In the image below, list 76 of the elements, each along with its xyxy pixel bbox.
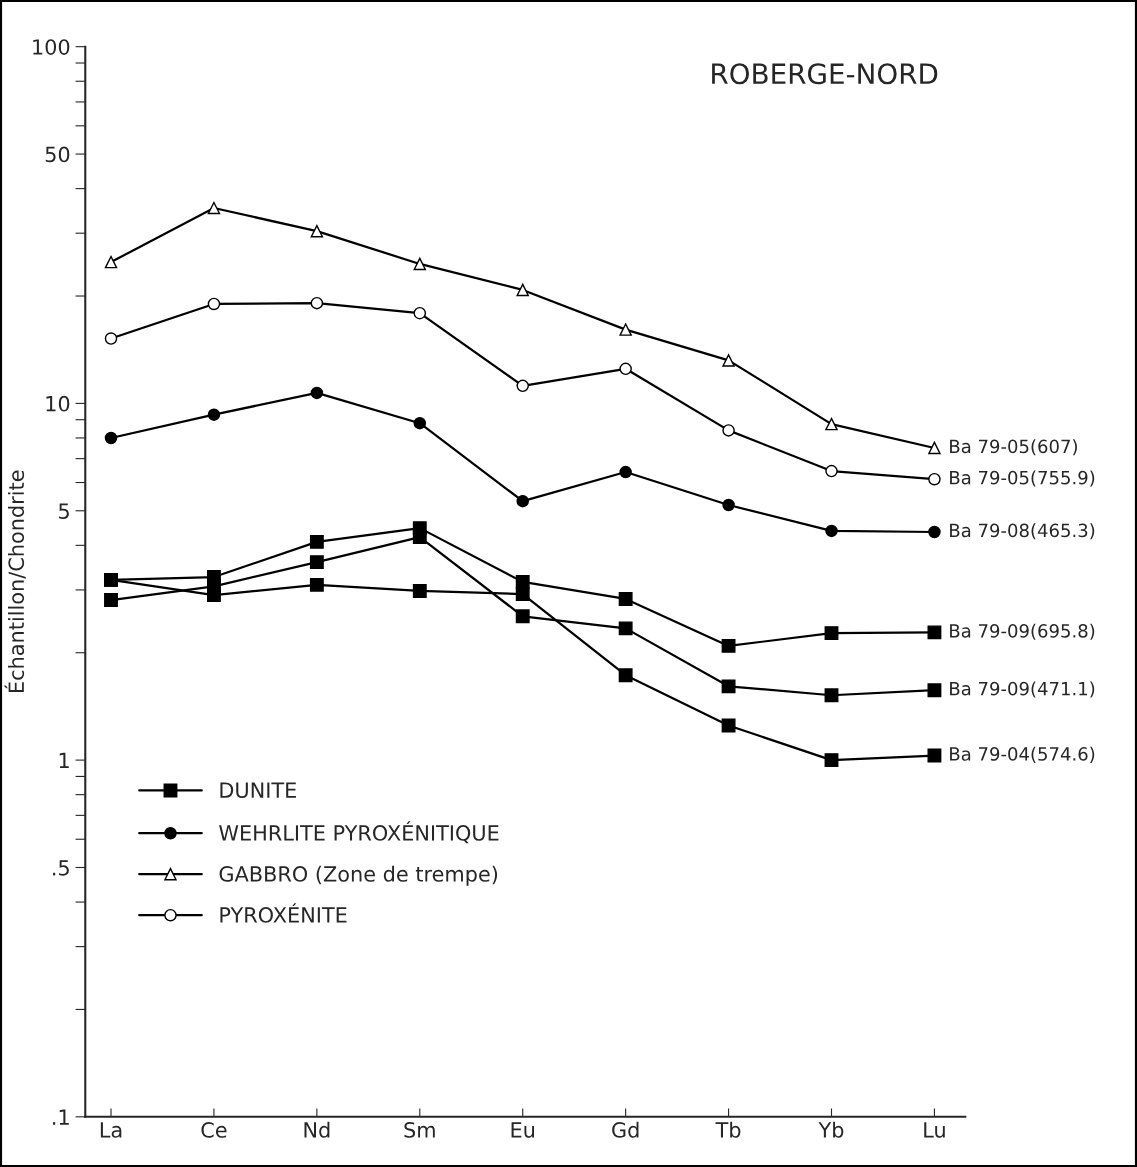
legend-label: DUNITE (220, 782, 296, 799)
point (207, 201, 221, 215)
point (721, 718, 736, 733)
point (310, 386, 324, 400)
y-tick-label: 1 (59, 752, 69, 769)
point (309, 577, 324, 592)
y-tick-label: 5 (59, 503, 69, 519)
y-tick-label: 50 (45, 146, 70, 163)
point (104, 255, 118, 269)
point (516, 494, 529, 508)
point (928, 472, 941, 486)
y-tick-label: .1 (53, 1109, 69, 1125)
x-tick-label: Yb (818, 1121, 844, 1138)
y-tick-label: 100 (33, 39, 70, 55)
point (721, 679, 736, 694)
x-tick-label: Eu (511, 1122, 535, 1138)
point (207, 408, 221, 421)
point (825, 464, 838, 478)
point (618, 668, 633, 683)
point (104, 431, 118, 445)
point (825, 417, 838, 431)
point (722, 498, 735, 512)
point (927, 683, 942, 698)
point (619, 362, 632, 376)
point (824, 626, 839, 641)
point (413, 306, 427, 320)
point (927, 748, 942, 763)
point (104, 593, 118, 607)
annotation: Ba 79-09(695.8) (950, 623, 1095, 640)
x-tick-label: Sm (404, 1122, 435, 1138)
x-tick-label: Tb (715, 1121, 741, 1138)
point (309, 534, 324, 549)
annotation: Ba 79-05(755.9) (950, 470, 1095, 487)
point (825, 524, 838, 538)
legend-label: WEHRLITE PYROXÉNITIQUE (219, 821, 499, 844)
point (618, 592, 633, 606)
point (310, 224, 324, 238)
legend-label: PYROXÉNITE (220, 903, 347, 923)
point (309, 555, 324, 570)
y-tick-label: .5 (53, 860, 69, 876)
point (412, 584, 427, 598)
point (928, 441, 941, 455)
point (824, 753, 839, 768)
point (928, 525, 941, 539)
point (515, 609, 530, 624)
x-tick-label: Gd (612, 1121, 639, 1138)
annotation: Ba 79-05(607) (950, 439, 1077, 456)
x-tick-label: Ce (201, 1122, 227, 1138)
point (310, 296, 324, 310)
point (721, 638, 736, 653)
y-tick-label: 10 (46, 395, 70, 412)
x-tick-label: Nd (304, 1121, 330, 1138)
point (413, 257, 427, 271)
legend-label: GABBRO (Zone de trempe) (219, 865, 498, 886)
point (413, 416, 427, 430)
y-axis-title: Échantillon/Chondrite (4, 470, 26, 692)
annotation: Ba 79-04(574.6) (950, 746, 1095, 763)
point (104, 332, 118, 345)
x-tick-label: La (100, 1122, 122, 1138)
point (516, 379, 529, 393)
point (516, 283, 529, 297)
annotation: Ba 79-09(471.1) (950, 681, 1095, 698)
annotation: Ba 79-08(465.3) (950, 523, 1095, 540)
x-tick-label: Lu (924, 1122, 945, 1138)
point (927, 625, 942, 640)
point (722, 354, 735, 367)
chart-title: ROBERGE-NORD (712, 63, 938, 85)
point (722, 424, 735, 437)
point (206, 588, 221, 603)
point (619, 465, 632, 479)
point (412, 530, 427, 544)
point (618, 621, 633, 636)
point (515, 587, 530, 602)
point (207, 297, 221, 311)
point (619, 323, 632, 336)
point (824, 688, 839, 703)
